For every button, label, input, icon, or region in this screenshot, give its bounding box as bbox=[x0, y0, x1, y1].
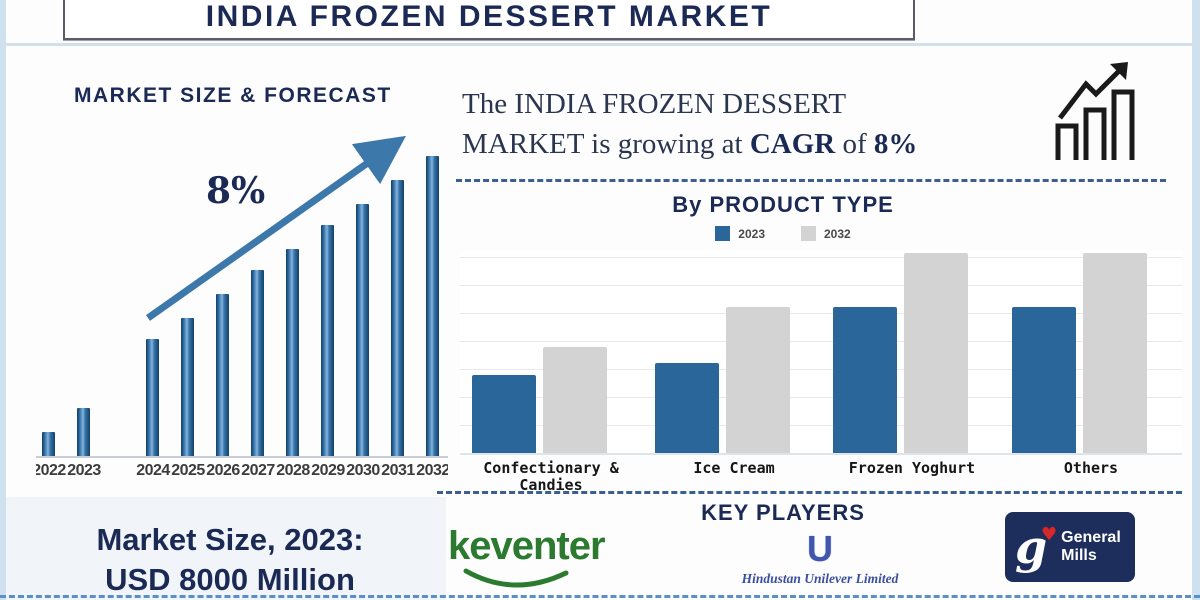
left-edge-strip bbox=[0, 0, 6, 600]
general-mills-monogram: g ♥ bbox=[1015, 524, 1057, 570]
forecast-bar-2030 bbox=[356, 204, 369, 456]
forecast-year-label: 2027 bbox=[241, 462, 275, 479]
product-chart-legend: 2023 2032 bbox=[558, 226, 1008, 241]
page-title: INDIA FROZEN DESSERT MARKET bbox=[205, 0, 773, 33]
product-bar-2023 bbox=[655, 363, 719, 453]
bottom-dashed-line bbox=[0, 595, 1200, 598]
product-category-axis: Confectionary & Candies Ice Cream Frozen Y… bbox=[460, 460, 1182, 498]
forecast-bar-2028 bbox=[286, 249, 299, 456]
cagr-value: 8% bbox=[873, 128, 918, 160]
forecast-year-label: 2022 bbox=[36, 462, 66, 479]
market-size-callout: Market Size, 2023: USD 8000 Million bbox=[30, 522, 430, 598]
forecast-bar-2027 bbox=[251, 270, 264, 456]
bar-growth-icon bbox=[1055, 62, 1135, 160]
general-mills-name: General Mills bbox=[1061, 529, 1121, 565]
bottom-left-tint bbox=[6, 497, 446, 600]
product-category-label: Confectionary & Candies bbox=[483, 459, 619, 494]
gm-name-line2: Mills bbox=[1061, 547, 1097, 564]
product-bar-2023 bbox=[1012, 307, 1076, 453]
product-category-label: Ice Cream bbox=[693, 459, 775, 477]
title-box: INDIA FROZEN DESSERT MARKET bbox=[63, 0, 915, 40]
keventer-wordmark: keventer bbox=[448, 524, 606, 568]
keventer-smile-icon bbox=[463, 568, 569, 588]
hindustan-unilever-logo: U Hindustan Unilever Limited bbox=[735, 530, 905, 596]
forecast-year-label: 2026 bbox=[206, 462, 240, 479]
product-bar-2032 bbox=[1083, 253, 1147, 453]
market-size-line1: Market Size, 2023: bbox=[96, 522, 364, 557]
product-bar-2032 bbox=[543, 347, 607, 453]
hindustan-unilever-name: Hindustan Unilever Limited bbox=[741, 571, 899, 586]
product-bar-2023 bbox=[472, 375, 536, 453]
title-underline-band bbox=[0, 43, 1200, 46]
unilever-u-icon: U bbox=[807, 528, 833, 569]
forecast-year-label: 2028 bbox=[276, 462, 310, 479]
cagr-line2-a: MARKET is growing at bbox=[462, 128, 750, 160]
legend-item-2023: 2023 bbox=[715, 226, 765, 241]
legend-swatch bbox=[715, 226, 731, 241]
legend-label: 2023 bbox=[738, 226, 765, 241]
forecast-bar-2024 bbox=[146, 339, 159, 456]
forecast-bar-2029 bbox=[321, 225, 334, 456]
forecast-year-axis: 2022 2023 2024 2025 2026 2027 2028 2029 2030 2031… bbox=[36, 462, 448, 484]
product-type-heading: By PRODUCT TYPE bbox=[672, 192, 894, 217]
right-edge-strip bbox=[1192, 0, 1200, 600]
market-size-line2: USD 8000 Million bbox=[105, 562, 355, 597]
gm-heart-icon: ♥ bbox=[1041, 524, 1058, 545]
dashed-separator-top bbox=[456, 179, 1166, 182]
forecast-year-label: 2024 bbox=[136, 462, 170, 479]
product-category-label: Frozen Yoghurt bbox=[848, 459, 976, 477]
key-players-heading: KEY PLAYERS bbox=[701, 500, 865, 525]
gm-g-glyph: g bbox=[1015, 520, 1048, 574]
product-bar-2023 bbox=[833, 307, 897, 453]
forecast-section-heading: MARKET SIZE & FORECAST bbox=[74, 84, 392, 107]
product-bar-2032 bbox=[726, 307, 790, 453]
product-type-bar-chart bbox=[460, 250, 1182, 455]
legend-swatch bbox=[801, 226, 816, 241]
forecast-bar-2032 bbox=[426, 156, 439, 456]
growth-percentage-label: 8% bbox=[206, 170, 266, 212]
product-category-label: Others bbox=[1063, 459, 1119, 477]
forecast-bar-2022 bbox=[42, 432, 55, 456]
product-bar-2032 bbox=[904, 253, 968, 453]
gm-name-line1: General bbox=[1061, 529, 1121, 546]
forecast-bar-chart bbox=[36, 150, 448, 458]
cagr-line2-b: of bbox=[835, 128, 874, 160]
forecast-bar-2023 bbox=[77, 408, 90, 456]
forecast-year-label: 2030 bbox=[346, 462, 380, 479]
keventer-logo: keventer bbox=[448, 524, 628, 594]
forecast-year-label: 2023 bbox=[67, 462, 101, 479]
forecast-year-label: 2031 bbox=[381, 462, 415, 479]
cagr-line1: The INDIA FROZEN DESSERT bbox=[462, 88, 847, 120]
cagr-statement: The INDIA FROZEN DESSERT MARKET is growi… bbox=[462, 84, 1022, 164]
forecast-year-label: 2029 bbox=[311, 462, 345, 479]
general-mills-logo: g ♥ General Mills bbox=[1005, 512, 1135, 582]
legend-item-2032: 2032 bbox=[801, 226, 851, 241]
dashed-separator-bottom bbox=[437, 491, 1182, 494]
forecast-bar-2025 bbox=[181, 318, 194, 456]
forecast-year-label: 2025 bbox=[171, 462, 205, 479]
forecast-bar-2031 bbox=[391, 180, 404, 456]
forecast-year-label: 2032 bbox=[416, 462, 448, 479]
cagr-keyword: CAGR bbox=[749, 128, 836, 160]
legend-label: 2032 bbox=[824, 226, 851, 241]
growth-trend-arrow bbox=[145, 135, 407, 321]
forecast-bar-2026 bbox=[216, 294, 229, 456]
